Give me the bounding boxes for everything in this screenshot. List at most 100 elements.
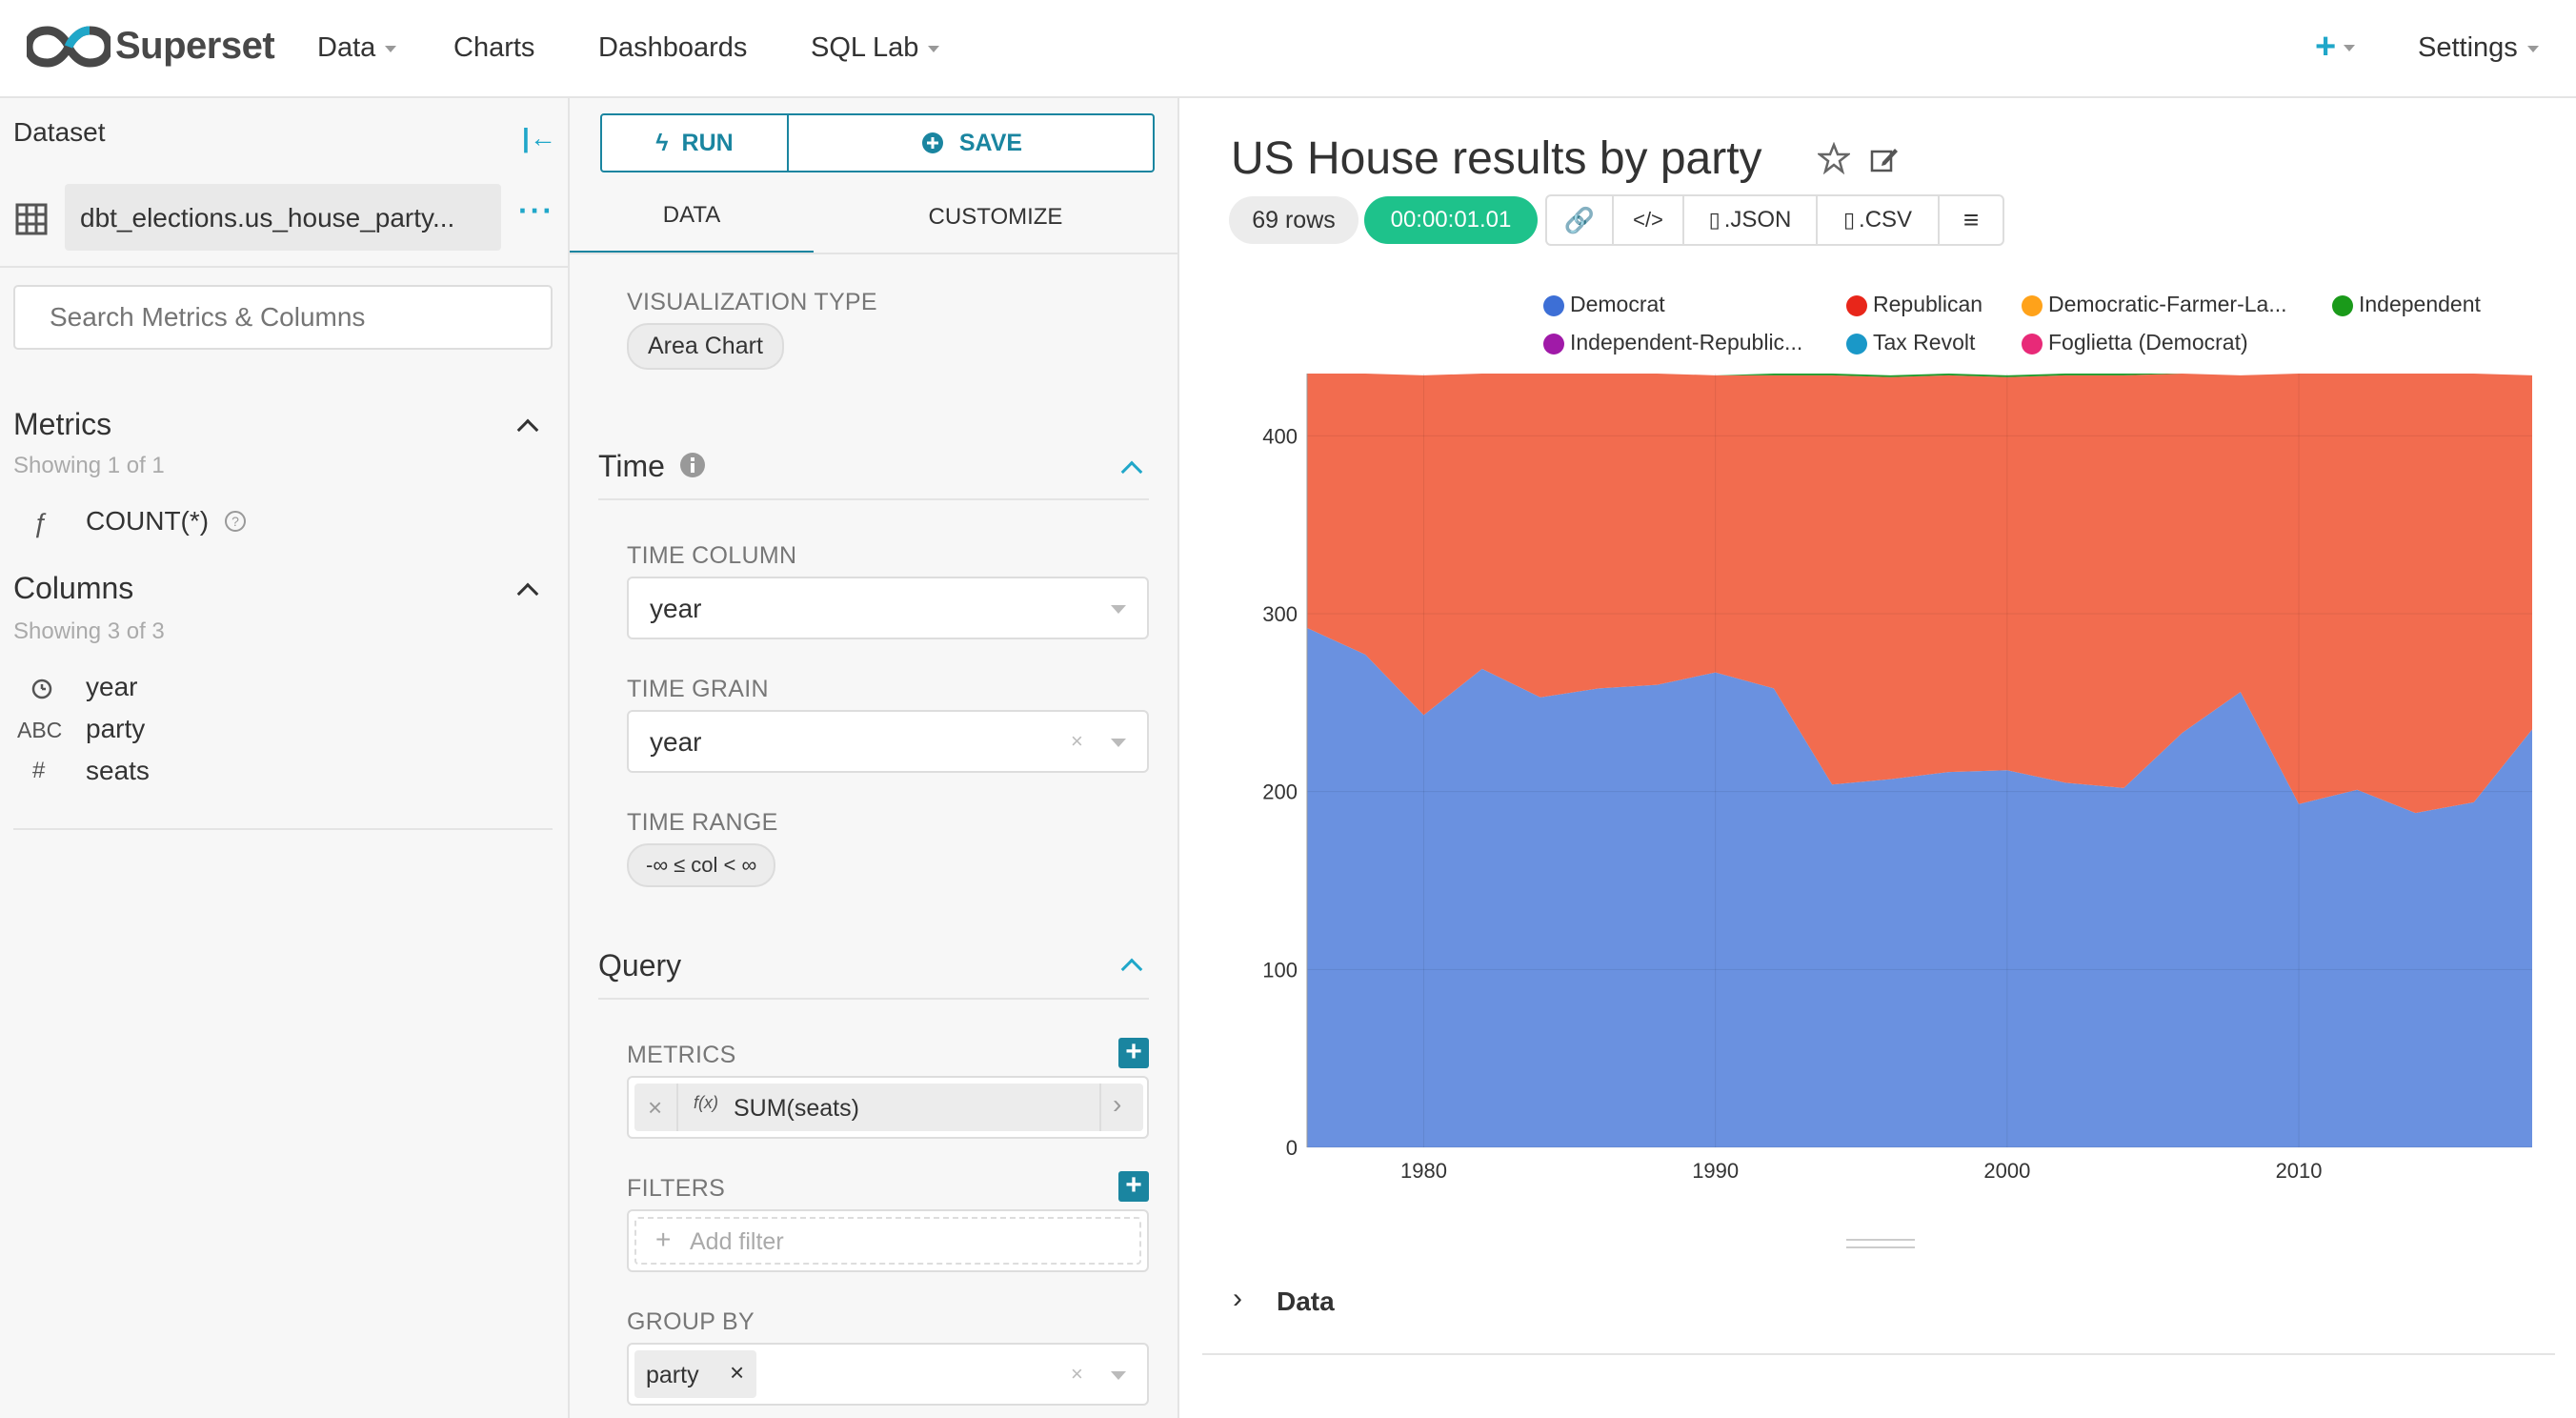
copy-link-button[interactable]: 🔗 <box>1545 194 1614 246</box>
divider <box>13 828 553 830</box>
time-column-select[interactable]: year <box>627 577 1149 639</box>
resize-handle[interactable] <box>1846 1239 1915 1241</box>
column-party[interactable]: party <box>86 714 146 743</box>
visualization-type-label: VISUALIZATION TYPE <box>627 289 877 315</box>
chevron-right-icon[interactable]: › <box>1113 1089 1122 1119</box>
query-section-title[interactable]: Query <box>598 948 682 982</box>
time-section-title[interactable]: Time <box>598 449 706 484</box>
edit-icon[interactable] <box>1869 144 1900 174</box>
group-by-select[interactable]: party × × <box>627 1343 1149 1406</box>
visualization-type-selector[interactable]: Area Chart <box>627 323 784 370</box>
clear-icon[interactable]: × <box>1071 729 1083 753</box>
top-navbar: Superset Data Charts Dashboards SQL Lab … <box>0 0 2576 98</box>
resize-handle[interactable] <box>1846 1246 1915 1248</box>
area-series[interactable] <box>1307 374 2532 814</box>
area-series[interactable] <box>1307 374 2532 377</box>
metric-count-star[interactable]: COUNT(*) ? <box>86 506 247 537</box>
nav-sql-lab-menu[interactable]: SQL Lab <box>811 32 940 64</box>
function-icon: f(x) <box>694 1093 718 1112</box>
legend-item[interactable]: Foglietta (Democrat) <box>2022 330 2248 355</box>
superset-logo-icon[interactable] <box>27 25 111 69</box>
star-icon[interactable] <box>1818 142 1850 174</box>
chevron-down-icon <box>2344 45 2356 52</box>
chevron-up-icon[interactable] <box>516 582 539 605</box>
add-filter-button[interactable]: + <box>1118 1171 1149 1202</box>
new-item-menu[interactable]: + <box>2315 27 2356 68</box>
add-metric-button[interactable]: + <box>1118 1038 1149 1068</box>
chevron-down-icon <box>385 45 397 52</box>
embed-code-button[interactable]: </> <box>1612 194 1684 246</box>
chevron-up-icon[interactable] <box>516 418 539 441</box>
chevron-down-icon <box>928 45 940 52</box>
legend-item[interactable]: Independent-Republic... <box>1543 330 1802 355</box>
collapse-panel-icon[interactable]: |← <box>522 123 556 152</box>
group-by-tag[interactable]: party × <box>634 1350 756 1398</box>
legend-label: Republican <box>1873 292 1983 316</box>
save-button[interactable]: SAVE <box>791 115 1153 171</box>
y-tick-label: 0 <box>1286 1136 1298 1160</box>
control-panel: ϟ RUN SAVE DATA CUSTOMIZE VISUALIZATION T… <box>570 98 1179 1418</box>
query-timer-badge: 00:00:01.01 <box>1364 196 1538 244</box>
legend-item[interactable]: Democratic-Farmer-La... <box>2022 292 2286 317</box>
area-chart[interactable]: 0 100 200 300 400 1980 1990 2000 2010 <box>1181 362 2576 1201</box>
run-button[interactable]: ϟ RUN <box>602 115 789 171</box>
chart-title[interactable]: US House results by party <box>1231 133 1762 184</box>
brand-name[interactable]: Superset <box>115 25 275 67</box>
time-grain-select[interactable]: year × <box>627 710 1149 773</box>
code-icon: </> <box>1633 208 1663 232</box>
columns-section-title: Columns <box>13 571 134 605</box>
metric-value: SUM(seats) <box>734 1095 859 1122</box>
legend-item[interactable]: Tax Revolt <box>1846 330 1975 355</box>
time-column-value: year <box>650 594 702 623</box>
group-by-value: party <box>646 1362 699 1388</box>
nav-charts[interactable]: Charts <box>453 32 535 63</box>
plus-circle-icon <box>921 132 943 153</box>
x-tick-label: 2000 <box>1983 1159 2030 1183</box>
run-save-group: ϟ RUN SAVE <box>600 113 1155 172</box>
metric-tag[interactable]: × f(x) SUM(seats) › <box>634 1084 1143 1131</box>
svg-text:?: ? <box>231 514 239 529</box>
legend-item[interactable]: Republican <box>1846 292 1982 317</box>
filters-box: + Add filter <box>627 1209 1149 1272</box>
dataset-selector[interactable]: dbt_elections.us_house_party... <box>65 184 501 251</box>
remove-tag-icon[interactable]: × <box>730 1358 745 1387</box>
question-icon[interactable]: ? <box>224 510 247 533</box>
tab-data[interactable]: DATA <box>570 180 814 254</box>
legend-item[interactable]: Democrat <box>1543 292 1665 317</box>
add-filter-button[interactable]: + Add filter <box>634 1217 1141 1265</box>
legend-item[interactable]: Independent <box>2332 292 2481 317</box>
file-icon: ▯ <box>1708 208 1721 232</box>
y-tick-label: 200 <box>1262 780 1298 804</box>
info-icon[interactable] <box>679 452 706 478</box>
chevron-down-icon <box>2526 45 2539 52</box>
remove-metric-icon[interactable]: × <box>648 1093 663 1122</box>
divider <box>0 266 568 268</box>
time-range-selector[interactable]: -∞ ≤ col < ∞ <box>627 843 776 887</box>
columns-count: Showing 3 of 3 <box>13 618 165 644</box>
bolt-icon: ϟ <box>655 129 669 156</box>
nav-data-menu[interactable]: Data <box>317 32 397 64</box>
more-options-icon[interactable]: ··· <box>518 193 554 228</box>
area-series[interactable] <box>1307 627 2532 1147</box>
nav-dashboards[interactable]: Dashboards <box>598 32 748 63</box>
filters-label: FILTERS <box>627 1175 726 1202</box>
search-metrics-input[interactable] <box>13 285 553 350</box>
legend-dot-icon <box>1543 333 1564 354</box>
chevron-right-icon[interactable]: › <box>1233 1283 1242 1314</box>
chevron-up-icon[interactable] <box>1120 958 1143 981</box>
row-count-badge: 69 rows <box>1229 196 1358 244</box>
chevron-up-icon[interactable] <box>1120 460 1143 483</box>
settings-menu[interactable]: Settings <box>2418 32 2539 64</box>
tab-customize[interactable]: CUSTOMIZE <box>928 204 1063 230</box>
data-section-toggle[interactable]: Data <box>1277 1286 1335 1316</box>
column-year[interactable]: year <box>86 672 138 701</box>
legend-label: Foglietta (Democrat) <box>2048 330 2248 354</box>
clock-icon <box>31 679 52 699</box>
clear-icon[interactable]: × <box>1071 1362 1083 1386</box>
more-menu-button[interactable]: ≡ <box>1938 194 2004 246</box>
column-seats[interactable]: seats <box>86 756 150 785</box>
export-csv-button[interactable]: ▯ .CSV <box>1816 194 1940 246</box>
hamburger-icon: ≡ <box>1962 205 1980 234</box>
divider <box>570 253 1177 254</box>
export-json-button[interactable]: ▯ .JSON <box>1682 194 1818 246</box>
